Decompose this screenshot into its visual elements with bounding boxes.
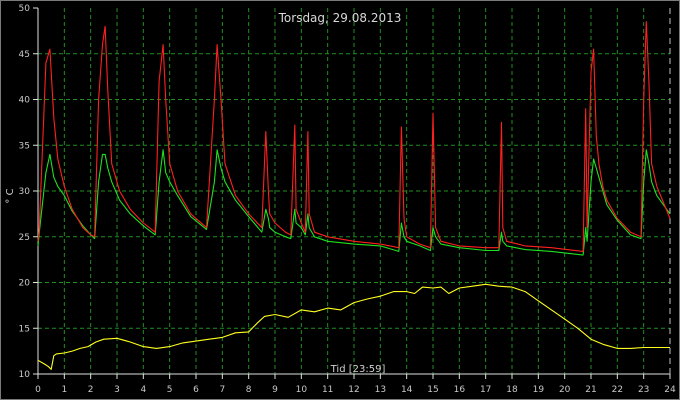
y-tick-label: 40	[19, 96, 31, 106]
x-tick-label: 18	[506, 385, 518, 395]
x-tick-label: 1	[61, 385, 67, 395]
y-tick-label: 50	[19, 4, 31, 14]
chart-title: Torsdag, 29.08.2013	[278, 11, 402, 25]
series-line-3	[37, 283, 670, 370]
x-tick-label: 19	[533, 385, 545, 395]
series-layer	[37, 21, 671, 370]
tick-labels: 0 1 2 3 4 5 6 7 8 9 10 11 12 13 14 15 16 17 18 19 20 21 22 23 24…	[19, 4, 676, 395]
x-tick-label: 17	[480, 385, 491, 395]
axes	[33, 7, 671, 379]
y-tick-label: 10	[19, 370, 31, 380]
y-axis-label: ° C	[5, 188, 16, 203]
x-tick-label: 14	[401, 385, 413, 395]
x-tick-label: 23	[638, 385, 649, 395]
series-line-2	[37, 149, 671, 256]
y-tick-label: 35	[19, 141, 30, 151]
x-tick-label: 16	[454, 385, 466, 395]
x-tick-label: 13	[375, 385, 386, 395]
x-tick-label: 10	[296, 385, 308, 395]
x-tick-label: 20	[559, 385, 571, 395]
x-tick-label: 8	[246, 385, 252, 395]
grid	[38, 8, 670, 374]
x-tick-label: 22	[612, 385, 623, 395]
x-axis-label: Tid [23:59]	[330, 364, 386, 375]
x-tick-label: 15	[427, 385, 438, 395]
x-tick-label: 4	[140, 385, 146, 395]
x-tick-label: 9	[272, 385, 278, 395]
y-tick-label: 25	[19, 233, 30, 243]
x-tick-label: 0	[35, 385, 41, 395]
series-line-1	[37, 21, 671, 252]
x-tick-label: 24	[664, 385, 676, 395]
x-tick-label: 2	[88, 385, 94, 395]
y-tick-label: 45	[19, 50, 30, 60]
x-tick-label: 12	[348, 385, 359, 395]
x-tick-label: 21	[585, 385, 596, 395]
y-tick-label: 30	[19, 187, 31, 197]
x-tick-label: 7	[219, 385, 225, 395]
x-tick-label: 3	[114, 385, 120, 395]
x-tick-label: 5	[167, 385, 173, 395]
y-tick-label: 20	[19, 279, 31, 289]
x-tick-label: 11	[322, 385, 333, 395]
x-tick-label: 6	[193, 385, 199, 395]
y-tick-label: 15	[19, 324, 30, 334]
